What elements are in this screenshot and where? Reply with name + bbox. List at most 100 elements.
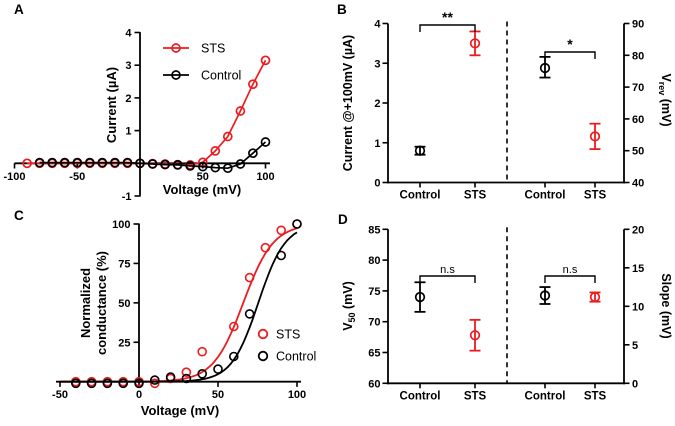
panel-d: D 60 65 70 75 80 85 Control STS n.s V50 (mV) 0 5 10 1…: [335, 200, 675, 426]
panel-b: B 0 1 2 3 4 Control STS ** Current @+100mV (µA) 4…: [335, 0, 675, 210]
y-tick-label: 3: [125, 60, 131, 72]
significance-bracket: [419, 275, 476, 283]
panel-b-chart: 0 1 2 3 4 Control STS ** Current @+100mV (µA) 40 5…: [341, 9, 673, 202]
y-tick-label: 75: [118, 258, 130, 270]
right-tick-label: 80: [632, 50, 644, 62]
y-axis-title-line1: Normalized: [78, 268, 93, 338]
right-tick-label: 20: [632, 224, 644, 236]
mean-marker: [469, 330, 481, 341]
data-point: [172, 160, 183, 170]
data-point: [122, 157, 133, 168]
data-point: [86, 378, 97, 389]
panel-d-label: D: [338, 212, 348, 227]
y-tick-label: -1: [122, 191, 132, 203]
right-tick-label: 40: [632, 178, 644, 190]
data-point: [260, 55, 271, 66]
series-line-control: [39, 141, 267, 170]
data-point: [110, 157, 120, 168]
right-tick-label: 15: [632, 263, 644, 275]
data-point: [185, 161, 196, 171]
data-point: [248, 79, 258, 90]
x-tick-label: 50: [197, 171, 209, 183]
legend-label: Control: [201, 69, 241, 83]
x-axis-title: Voltage (mV): [163, 182, 242, 197]
fit-curve-control: [60, 231, 298, 383]
right-axis-title: Slope (mV): [659, 273, 673, 338]
data-point: [197, 369, 207, 379]
category-label: Control: [525, 390, 566, 402]
data-point: [102, 378, 113, 389]
data-point: [244, 272, 255, 283]
significance-label: **: [442, 9, 453, 25]
right-tick-label: 60: [632, 114, 644, 126]
x-tick-label: -100: [3, 171, 25, 183]
data-point: [134, 378, 144, 389]
left-tick-label: 1: [374, 138, 380, 150]
panel-c-chart: -50 0 50 100 25 50 75 100 Voltage (mV) Normalized…: [52, 219, 316, 418]
data-point: [197, 161, 208, 172]
data-point: [222, 163, 233, 174]
mean-marker: [589, 291, 601, 303]
mean-marker: [539, 62, 551, 74]
data-point: [235, 106, 246, 116]
mean-marker: [539, 290, 551, 301]
data-point: [248, 148, 258, 159]
data-point: [72, 157, 83, 168]
legend-marker: [171, 70, 181, 80]
right-tick-label: 90: [632, 19, 644, 31]
left-tick-label: 4: [374, 19, 381, 31]
category-label: STS: [464, 190, 487, 202]
right-tick-label: 10: [632, 301, 644, 313]
left-tick-label: 85: [368, 224, 380, 236]
x-axis-title: Voltage (mV): [141, 403, 220, 418]
significance-bracket: [544, 275, 596, 283]
y-tick-label: 1: [125, 126, 131, 138]
panel-b-label: B: [337, 2, 347, 17]
panel-c: C -50 0 50 100 25 50 75 100 Voltage (mV) Normaliz…: [0, 200, 340, 426]
left-axis-title: V50 (mV): [341, 281, 357, 331]
y-axis-title: Current (µA): [104, 67, 119, 143]
data-point: [118, 378, 128, 389]
data-point: [222, 131, 233, 142]
data-point: [229, 321, 239, 332]
panel-a-chart: -100 -50 50 100 -1 1 2 3 4 Voltage (mV) Current (µ…: [3, 28, 274, 204]
data-point: [71, 378, 81, 389]
x-tick-label: 100: [256, 171, 274, 183]
y-tick-label: 2: [125, 93, 131, 105]
data-point: [22, 158, 32, 169]
data-point: [47, 157, 58, 168]
x-tick-label: -50: [52, 389, 68, 401]
panel-d-chart: 60 65 70 75 80 85 Control STS n.s V50 (mV) 0 5 10 15 2…: [341, 224, 673, 402]
data-point: [84, 157, 95, 168]
data-point: [235, 159, 246, 169]
data-point: [229, 351, 239, 362]
y-tick-label: 25: [118, 337, 130, 349]
data-point: [181, 367, 192, 377]
left-axis-title: Current @+100mV (µA): [341, 35, 355, 171]
right-axis-title: Vrev (mV): [657, 73, 673, 126]
panel-a: A -100 -50 50 100 -1 1 2 3 4 Voltage (mV) Current …: [0, 0, 340, 210]
data-point: [97, 157, 108, 168]
category-label: STS: [464, 390, 487, 402]
x-tick-label: 50: [212, 389, 224, 401]
data-point: [292, 219, 302, 229]
mean-marker: [414, 291, 426, 303]
legend-label: Control: [276, 350, 316, 364]
left-tick-label: 0: [374, 178, 380, 190]
data-point: [244, 309, 255, 319]
significance-bracket: [544, 51, 596, 59]
category-label: Control: [400, 190, 441, 202]
y-tick-label: 4: [125, 28, 132, 40]
data-point: [213, 364, 223, 374]
data-point: [276, 250, 287, 261]
legend-marker: [257, 350, 269, 362]
data-point: [135, 158, 145, 169]
right-tick-label: 50: [632, 146, 644, 158]
data-point: [260, 137, 271, 147]
category-label: Control: [525, 190, 566, 202]
left-tick-label: 75: [368, 286, 380, 298]
right-tick-label: 70: [632, 82, 644, 94]
data-point: [160, 159, 170, 170]
left-tick-label: 70: [368, 317, 380, 329]
data-point: [150, 378, 160, 389]
